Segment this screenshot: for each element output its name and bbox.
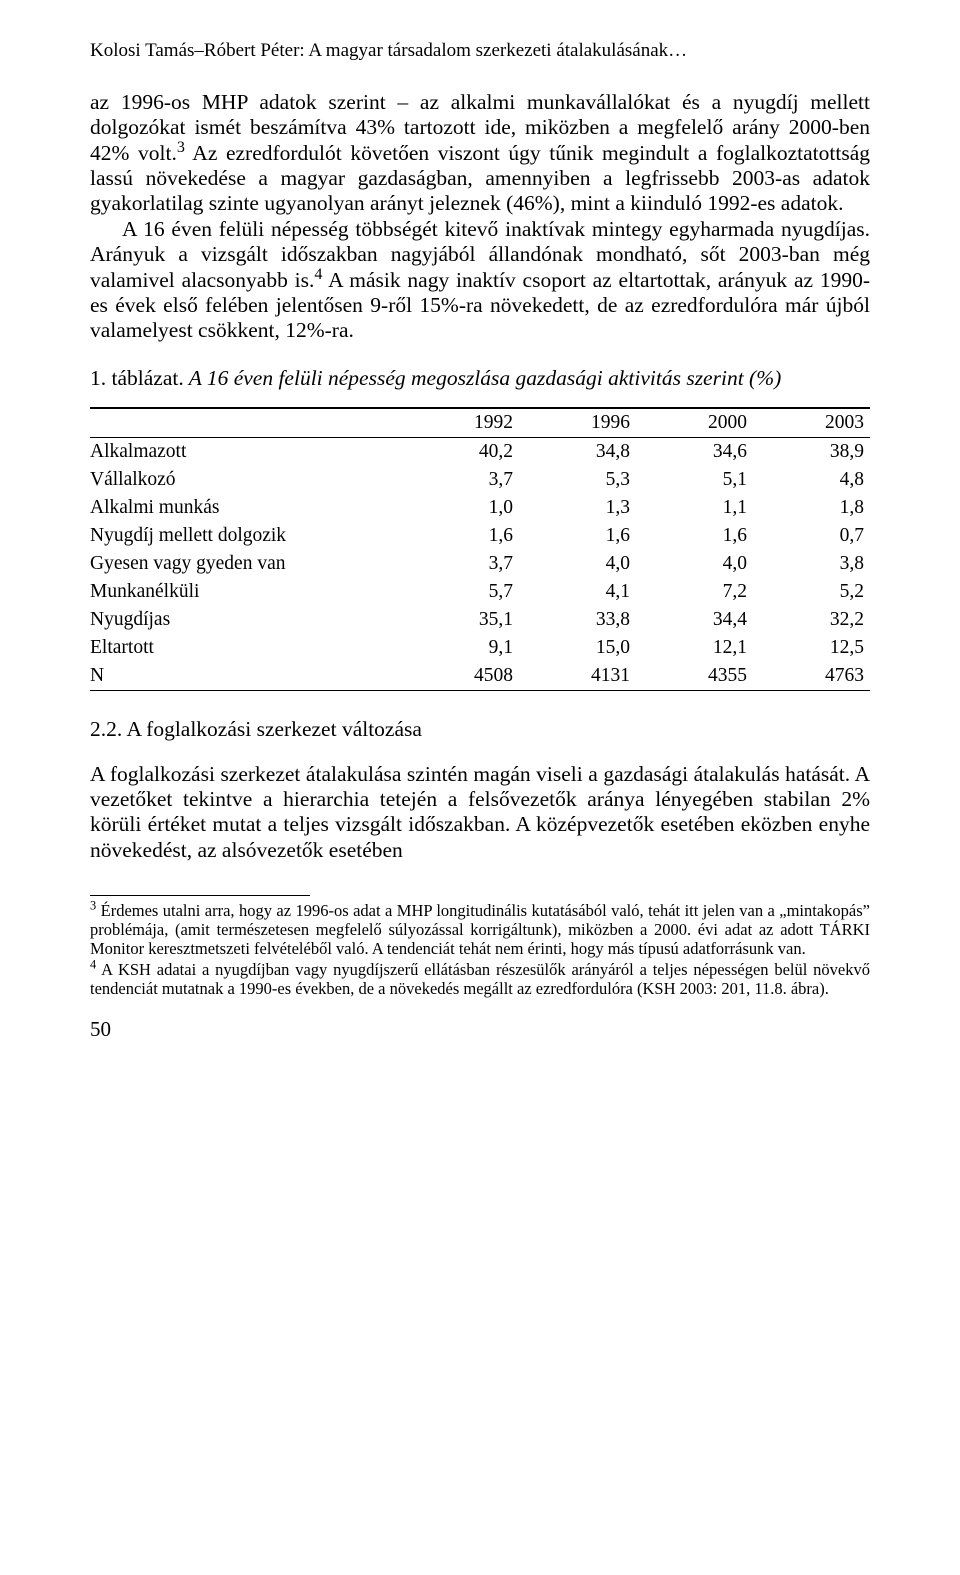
table-row: Nyugdíjas35,133,834,432,2 [90,606,870,634]
page-number: 50 [90,1017,870,1042]
row-label: Nyugdíjas [90,606,402,634]
row-label: Nyugdíj mellett dolgozik [90,522,402,550]
p1-seg2: Az ezredfordulót követően viszont úgy tű… [90,141,870,216]
table-row: Munkanélküli5,74,17,25,2 [90,578,870,606]
table-row: Alkalmi munkás1,01,31,11,8 [90,494,870,522]
row-value: 1,0 [402,494,519,522]
th-1996: 1996 [519,408,636,438]
row-value: 40,2 [402,437,519,466]
table-row: Gyesen vagy gyeden van3,74,04,03,8 [90,550,870,578]
row-value: 5,2 [753,578,870,606]
row-label: Eltartott [90,634,402,662]
row-value: 3,7 [402,466,519,494]
row-value: 32,2 [753,606,870,634]
row-value: 1,1 [636,494,753,522]
running-header: Kolosi Tamás–Róbert Péter: A magyar társ… [90,40,870,62]
row-value: 7,2 [636,578,753,606]
paragraph-1: az 1996-os MHP adatok szerint – az alkal… [90,90,870,344]
row-label: Gyesen vagy gyeden van [90,550,402,578]
table-row: Vállalkozó3,75,35,14,8 [90,466,870,494]
row-value: 35,1 [402,606,519,634]
row-value: 34,4 [636,606,753,634]
footnote-separator [90,895,310,896]
footnote-3: 3 Érdemes utalni arra, hogy az 1996-os a… [90,902,870,959]
row-value: 4,0 [519,550,636,578]
footnote-4: 4 A KSH adatai a nyugdíjban vagy nyugdíj… [90,961,870,999]
row-value: 4355 [636,662,753,691]
row-value: 12,1 [636,634,753,662]
row-label: Munkanélküli [90,578,402,606]
table-header-row: 1992 1996 2000 2003 [90,408,870,438]
footnote-4-text: A KSH adatai a nyugdíjban vagy nyugdíjsz… [90,960,870,998]
th-1992: 1992 [402,408,519,438]
row-value: 4131 [519,662,636,691]
row-value: 9,1 [402,634,519,662]
row-value: 1,6 [636,522,753,550]
table-row: Nyugdíj mellett dolgozik1,61,61,60,7 [90,522,870,550]
th-2003: 2003 [753,408,870,438]
th-label [90,408,402,438]
row-value: 34,6 [636,437,753,466]
row-value: 4508 [402,662,519,691]
row-label: Alkalmi munkás [90,494,402,522]
row-value: 1,6 [519,522,636,550]
table-row: Eltartott9,115,012,112,5 [90,634,870,662]
footnote-ref-3: 3 [177,139,185,156]
row-value: 12,5 [753,634,870,662]
row-value: 4,8 [753,466,870,494]
row-label: N [90,662,402,691]
table-caption: 1. táblázat. A 16 éven felüli népesség m… [90,366,870,391]
row-value: 1,6 [402,522,519,550]
row-value: 4,0 [636,550,753,578]
row-value: 15,0 [519,634,636,662]
table-1: 1992 1996 2000 2003 Alkalmazott40,234,83… [90,407,870,691]
footnote-3-text: Érdemes utalni arra, hogy az 1996-os ada… [90,901,870,958]
row-value: 5,3 [519,466,636,494]
row-value: 0,7 [753,522,870,550]
row-value: 3,7 [402,550,519,578]
row-label: Vállalkozó [90,466,402,494]
row-label: Alkalmazott [90,437,402,466]
table-row: Alkalmazott40,234,834,638,9 [90,437,870,466]
row-value: 5,7 [402,578,519,606]
row-value: 3,8 [753,550,870,578]
row-value: 4,1 [519,578,636,606]
row-value: 1,3 [519,494,636,522]
row-value: 33,8 [519,606,636,634]
table-row: N4508413143554763 [90,662,870,691]
row-value: 5,1 [636,466,753,494]
th-2000: 2000 [636,408,753,438]
table-caption-title: A 16 éven felüli népesség megoszlása gaz… [184,366,782,390]
paragraph-2: A foglalkozási szerkezet átalakulása szi… [90,762,870,863]
row-value: 34,8 [519,437,636,466]
table-caption-prefix: 1. táblázat. [90,366,184,390]
row-value: 38,9 [753,437,870,466]
row-value: 4763 [753,662,870,691]
row-value: 1,8 [753,494,870,522]
section-heading-2-2: 2.2. A foglalkozási szerkezet változása [90,717,870,742]
